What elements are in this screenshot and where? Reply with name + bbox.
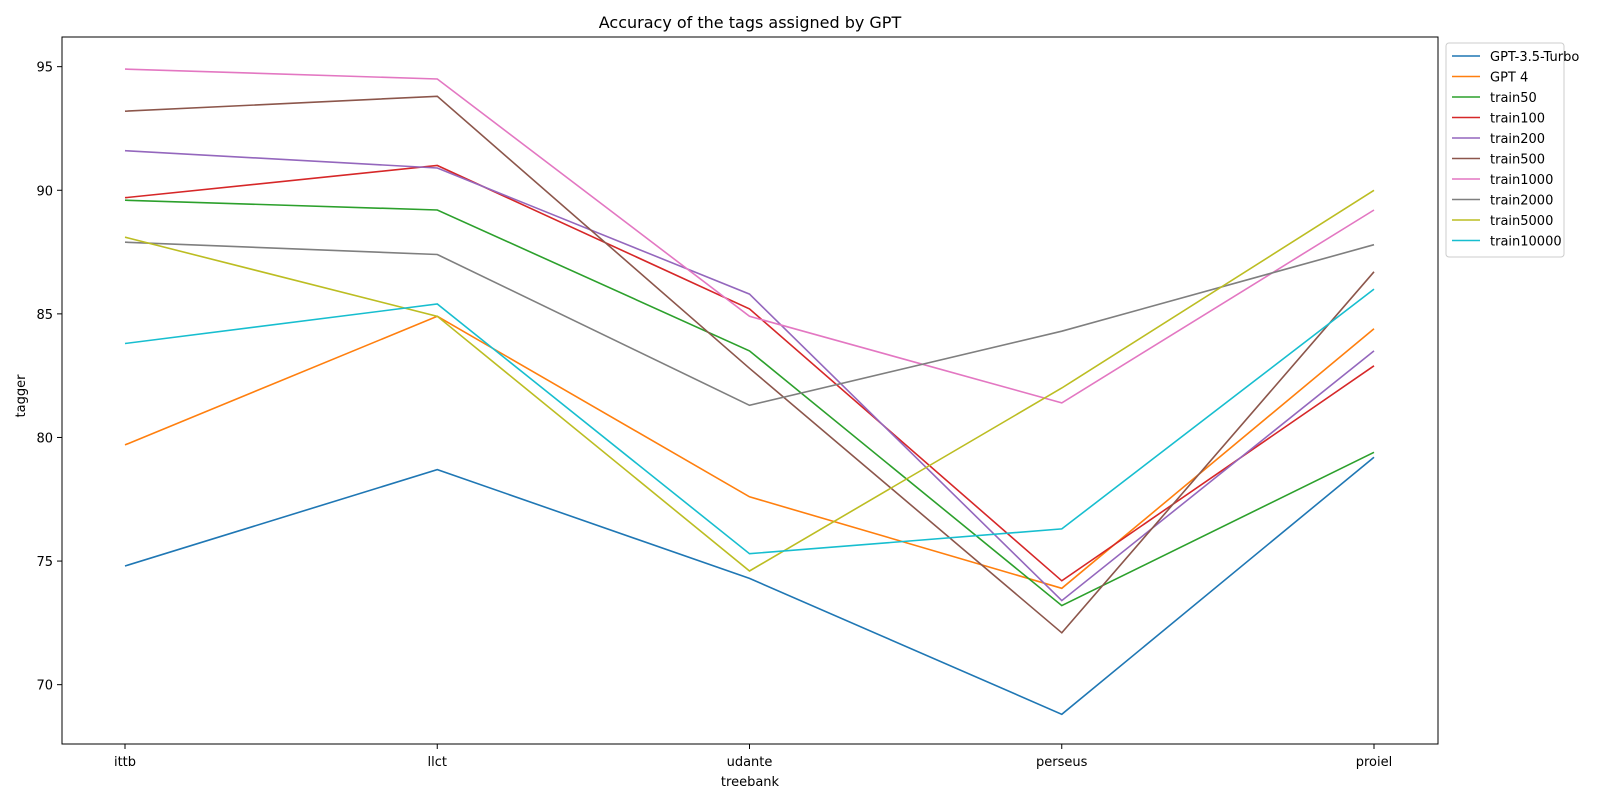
x-axis-label: treebank bbox=[721, 775, 780, 790]
y-ticks: 70 75 80 85 90 95 bbox=[36, 61, 62, 694]
legend-label: GPT 4 bbox=[1490, 71, 1528, 86]
x-tick-label: ittb bbox=[114, 755, 136, 770]
x-tick-label: perseus bbox=[1036, 755, 1088, 770]
legend-label: train50 bbox=[1490, 91, 1537, 106]
legend-label: train5000 bbox=[1490, 214, 1553, 229]
legend: GPT-3.5-Turbo GPT 4 train50 train100 train20… bbox=[1445, 42, 1579, 258]
y-tick-label: 70 bbox=[36, 679, 53, 694]
series-line-train500 bbox=[124, 95, 1375, 634]
chart-title: Accuracy of the tags assigned by GPT bbox=[599, 13, 902, 32]
y-axis-label: tagger bbox=[14, 374, 29, 418]
series-line-train10000 bbox=[124, 288, 1375, 555]
legend-label: GPT-3.5-Turbo bbox=[1490, 50, 1579, 65]
y-tick-label: 80 bbox=[36, 431, 53, 446]
legend-label: train500 bbox=[1490, 153, 1545, 168]
x-ticks: ittb llct udante perseus proiel bbox=[114, 744, 1392, 770]
x-tick-label: proiel bbox=[1356, 755, 1393, 770]
series-line-gpt-3-5-turbo bbox=[124, 456, 1375, 716]
series-line-train2000 bbox=[124, 241, 1375, 407]
series-line-train50 bbox=[124, 199, 1375, 607]
legend-label: train200 bbox=[1490, 132, 1545, 147]
series-line-train5000 bbox=[124, 189, 1375, 572]
x-tick-label: udante bbox=[727, 755, 773, 770]
y-tick-label: 95 bbox=[36, 61, 53, 76]
series-layer bbox=[124, 68, 1375, 716]
series-line-train1000 bbox=[124, 68, 1375, 404]
y-tick-label: 90 bbox=[36, 184, 53, 199]
legend-label: train1000 bbox=[1490, 173, 1553, 188]
series-line-gpt-4 bbox=[124, 315, 1375, 590]
x-tick-label: llct bbox=[428, 755, 447, 770]
series-line-train200 bbox=[124, 149, 1375, 602]
y-tick-label: 75 bbox=[36, 555, 53, 570]
series-line-train100 bbox=[124, 164, 1375, 582]
legend-label: train10000 bbox=[1490, 235, 1562, 250]
plot-frame bbox=[61, 36, 1439, 745]
legend-label: train100 bbox=[1490, 112, 1545, 127]
y-tick-label: 85 bbox=[36, 308, 53, 323]
legend-label: train2000 bbox=[1490, 194, 1553, 209]
